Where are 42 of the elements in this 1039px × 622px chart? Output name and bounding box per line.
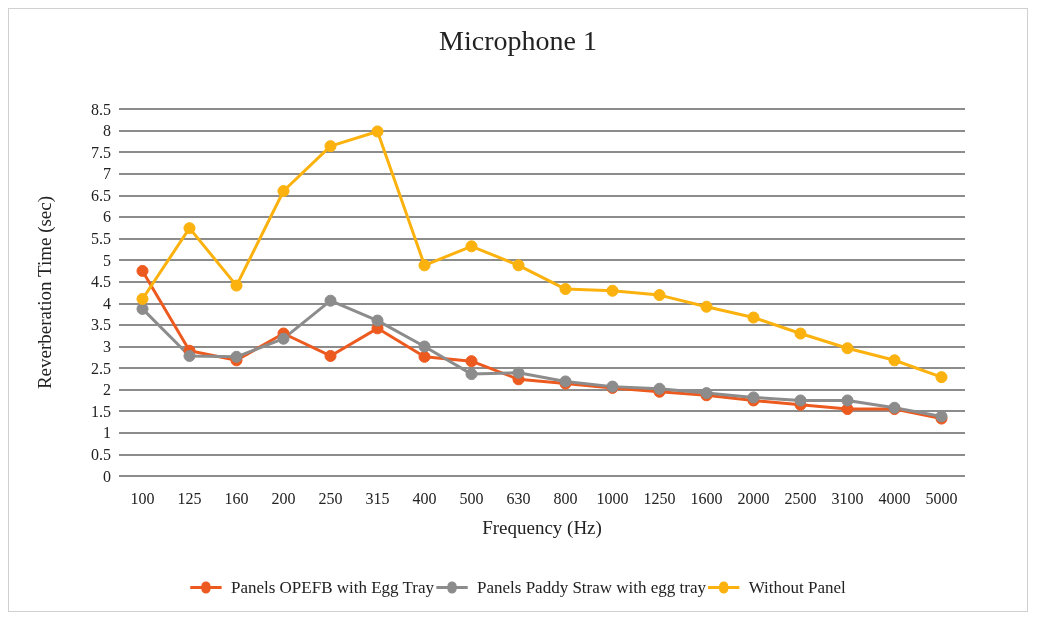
y-tick-label: 5.5 <box>91 230 111 248</box>
y-tick-label: 4.5 <box>91 273 111 291</box>
y-tick-label: 8 <box>103 122 111 140</box>
x-tick-label: 500 <box>459 489 484 507</box>
x-tick-label: 2500 <box>784 489 817 507</box>
x-tick-label: 250 <box>318 489 343 507</box>
x-tick-label: 4000 <box>878 489 911 507</box>
chart-title: Microphone 1 <box>439 24 597 56</box>
x-tick-label: 800 <box>553 489 578 507</box>
x-tick-label: 125 <box>177 489 202 507</box>
x-tick-label: 1000 <box>596 489 629 507</box>
x-tick-label: 2000 <box>737 489 770 507</box>
y-tick-label: 8.5 <box>91 100 111 118</box>
y-tick-label: 7.5 <box>91 143 111 161</box>
x-tick-label: 1250 <box>643 489 676 507</box>
x-axis-title: Frequency (Hz) <box>482 517 602 539</box>
y-tick-label: 2.5 <box>91 359 111 377</box>
legend-label: Without Panel <box>748 578 847 597</box>
y-tick-label: 1.5 <box>91 402 111 420</box>
x-tick-label: 315 <box>365 489 390 507</box>
y-tick-label: 0 <box>103 467 111 485</box>
legend-label: Panels Paddy Straw with egg tray <box>477 578 707 597</box>
y-tick-label: 6.5 <box>91 186 111 204</box>
x-tick-label: 3100 <box>831 489 864 507</box>
x-tick-label: 200 <box>271 489 296 507</box>
y-tick-label: 5 <box>103 251 111 269</box>
y-tick-label: 1 <box>103 424 111 442</box>
y-axis-title: Reverberation Time (sec) <box>34 195 56 390</box>
x-tick-label: 100 <box>130 489 155 507</box>
x-tick-label: 1600 <box>690 489 723 507</box>
y-tick-label: 3.5 <box>91 316 111 334</box>
y-tick-label: 4 <box>103 294 111 312</box>
y-tick-label: 3 <box>103 337 111 355</box>
x-tick-label: 630 <box>506 489 531 507</box>
x-tick-label: 400 <box>412 489 437 507</box>
x-tick-label: 5000 <box>925 489 958 507</box>
y-tick-label: 6 <box>103 208 111 226</box>
y-tick-label: 0.5 <box>91 445 111 463</box>
y-tick-label: 7 <box>103 165 111 183</box>
legend-label: Panels OPEFB with Egg Tray <box>230 578 435 597</box>
x-tick-label: 160 <box>224 489 249 507</box>
y-tick-label: 2 <box>103 381 111 399</box>
